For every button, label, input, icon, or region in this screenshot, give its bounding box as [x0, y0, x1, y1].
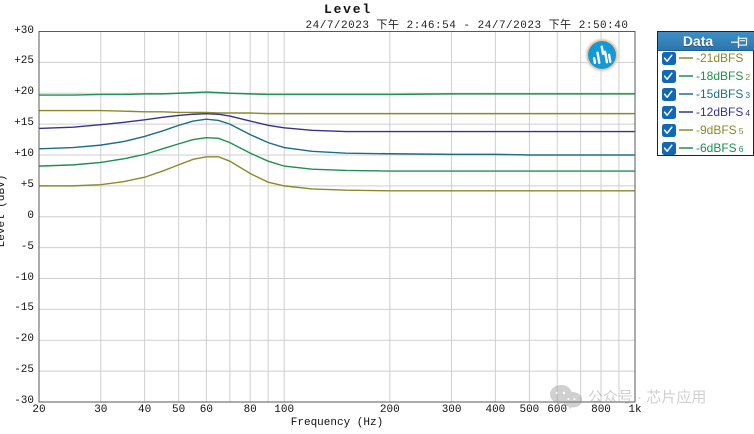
svg-text:公众号 · 芯片应用: 公众号 · 芯片应用 — [588, 388, 706, 406]
